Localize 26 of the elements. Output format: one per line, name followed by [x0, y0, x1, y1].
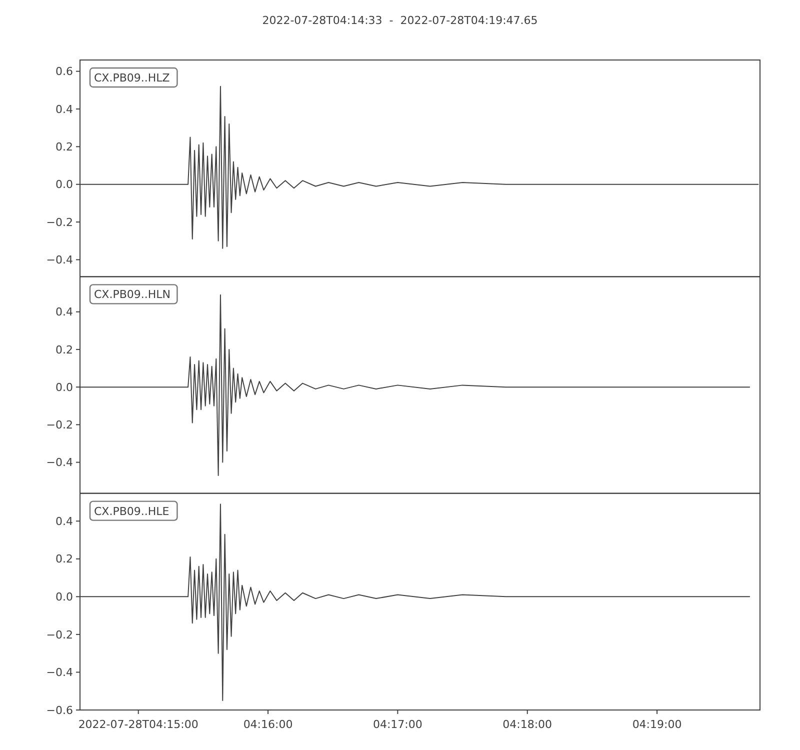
text: CX.PB09..HLN [94, 288, 171, 302]
y-tick-label: −0.2 [46, 418, 73, 432]
y-tick-label: 0.2 [56, 552, 73, 566]
y-tick-label: 0.0 [56, 178, 73, 192]
y-tick-label: −0.6 [46, 704, 73, 717]
x-tick-label: 04:16:00 [243, 718, 293, 731]
y-tick-label: 0.2 [56, 343, 73, 356]
text: CX.PB09..HLZ [94, 72, 170, 84]
y-tick-label: −0.4 [46, 456, 73, 470]
x-tick-label: 2022-07-28T04:15:00 [78, 718, 198, 731]
x-tick-label: 04:17:00 [372, 718, 422, 731]
y-tick-label: −0.4 [46, 254, 73, 267]
y-tick-label: −0.2 [46, 216, 73, 229]
y-tick-label: 0.4 [56, 514, 73, 528]
y-tick-label: −0.2 [46, 628, 73, 642]
y-tick-label: 0.4 [56, 306, 73, 319]
y-tick-label: 0.2 [56, 140, 73, 154]
x-tick-label: 04:18:00 [502, 718, 552, 731]
y-tick-label: 0.0 [56, 590, 73, 604]
y-tick-label: 0.6 [56, 65, 73, 78]
y-tick-label: −0.4 [46, 666, 73, 680]
y-tick-label: 0.0 [56, 380, 73, 394]
x-tick-label: 04:19:00 [632, 718, 682, 731]
y-tick-label: 0.4 [56, 102, 73, 116]
chart-title: 2022-07-28T04:14:33 - 2022-07-28T04:19:47.65 [262, 14, 538, 27]
text: CX.PB09..HLE [94, 504, 170, 518]
